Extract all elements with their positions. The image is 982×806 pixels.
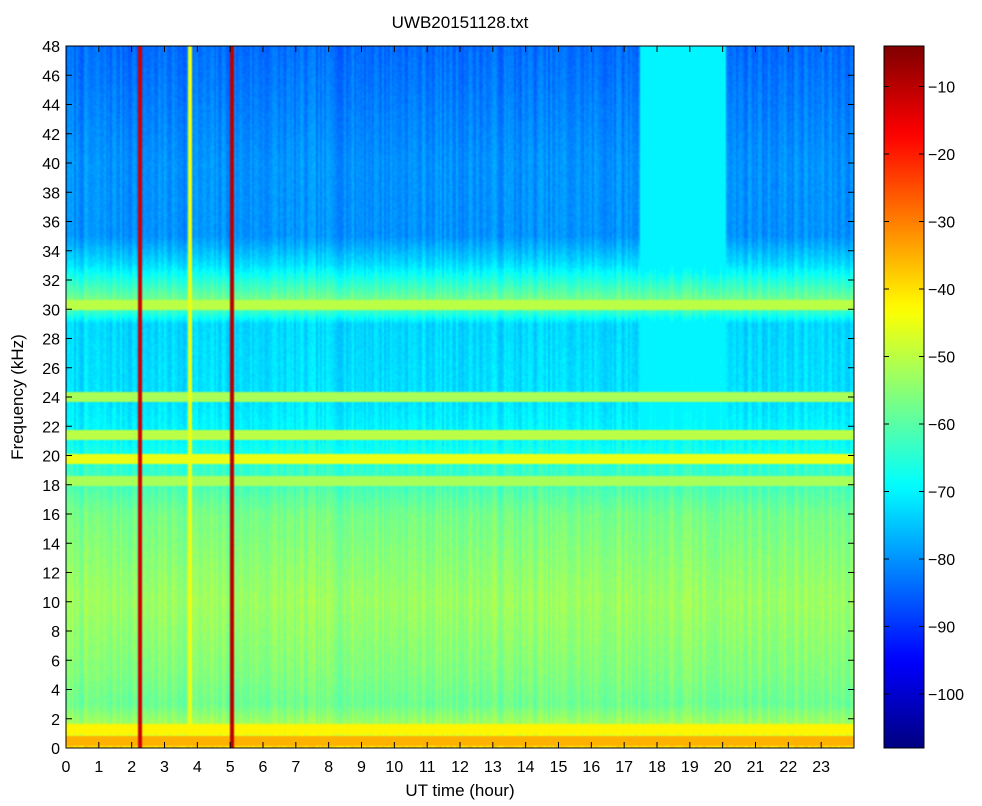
y-tick-label: 20 bbox=[42, 449, 60, 466]
colorbar-tick-label: −50 bbox=[928, 350, 955, 367]
y-tick-label: 40 bbox=[42, 156, 60, 173]
x-tick-label: 9 bbox=[357, 759, 366, 776]
colorbar-tick-label: −20 bbox=[928, 147, 955, 164]
x-tick-label: 6 bbox=[259, 759, 268, 776]
x-tick-label: 2 bbox=[127, 759, 136, 776]
y-tick-label: 36 bbox=[42, 215, 60, 232]
y-tick-label: 16 bbox=[42, 507, 60, 524]
y-tick-label: 34 bbox=[42, 244, 60, 261]
y-tick-label: 0 bbox=[51, 741, 60, 758]
x-tick-label: 21 bbox=[747, 759, 765, 776]
y-tick-label: 32 bbox=[42, 273, 60, 290]
colorbar-tick-label: −90 bbox=[928, 620, 955, 637]
colorbar: −10 −20 −30 −40 −50 −60 −70 −80 −90 −100 bbox=[883, 45, 964, 749]
x-tick-label: 22 bbox=[779, 759, 797, 776]
y-tick-label: 12 bbox=[42, 566, 60, 583]
y-tick-label: 46 bbox=[42, 68, 60, 85]
spectrogram-image bbox=[66, 46, 854, 748]
x-tick-label: 19 bbox=[681, 759, 699, 776]
x-tick-label: 18 bbox=[648, 759, 666, 776]
colorbar-image bbox=[884, 46, 924, 748]
x-tick-label: 15 bbox=[550, 759, 568, 776]
colorbar-tick-label: −70 bbox=[928, 485, 955, 502]
x-tick-label: 11 bbox=[419, 759, 436, 776]
y-tick-label: 4 bbox=[51, 683, 60, 700]
y-tick-label: 44 bbox=[42, 98, 60, 115]
colorbar-ticks: −10 −20 −30 −40 −50 −60 −70 −80 −90 −100 bbox=[884, 80, 964, 704]
y-tick-label: 10 bbox=[42, 595, 60, 612]
x-axis-label: UT time (hour) bbox=[405, 781, 514, 800]
colorbar-tick-label: −80 bbox=[928, 552, 955, 569]
colorbar-tick-label: −40 bbox=[928, 282, 955, 299]
x-tick-label: 16 bbox=[582, 759, 600, 776]
colorbar-tick-label: −10 bbox=[928, 80, 955, 97]
x-tick-label: 10 bbox=[385, 759, 403, 776]
colorbar-frame bbox=[883, 45, 925, 749]
x-tick-label: 5 bbox=[226, 759, 235, 776]
x-tick-label: 17 bbox=[615, 759, 633, 776]
y-tick-label: 2 bbox=[51, 712, 60, 729]
y-tick-label: 42 bbox=[42, 127, 60, 144]
y-axis: 0246810121416182022242628303234363840424… bbox=[42, 39, 854, 758]
y-tick-label: 24 bbox=[42, 390, 60, 407]
x-axis: 0 1 2 3 4 5 6 7 8 9 10 11 12 13 14 15 16 17 18 19 20 21 22 23 bbox=[62, 46, 830, 776]
x-tick-label: 8 bbox=[324, 759, 333, 776]
x-tick-label: 13 bbox=[484, 759, 502, 776]
y-tick-label: 26 bbox=[42, 361, 60, 378]
y-tick-label: 22 bbox=[42, 419, 60, 436]
plot-area bbox=[65, 45, 855, 749]
x-tick-label: 4 bbox=[193, 759, 202, 776]
x-tick-label: 3 bbox=[160, 759, 169, 776]
x-tick-label: 14 bbox=[517, 759, 535, 776]
colorbar-tick-label: −30 bbox=[928, 215, 955, 232]
x-tick-label: 12 bbox=[451, 759, 469, 776]
y-tick-label: 14 bbox=[42, 536, 60, 553]
y-tick-label: 30 bbox=[42, 302, 60, 319]
x-tick-label: 7 bbox=[291, 759, 300, 776]
y-axis-label: Frequency (kHz) bbox=[8, 334, 27, 460]
y-tick-label: 38 bbox=[42, 185, 60, 202]
x-tick-label: 0 bbox=[62, 759, 71, 776]
y-tick-label: 48 bbox=[42, 39, 60, 56]
y-tick-label: 8 bbox=[51, 624, 60, 641]
x-tick-label: 23 bbox=[812, 759, 830, 776]
colorbar-tick-label: −60 bbox=[928, 417, 955, 434]
y-tick-label: 28 bbox=[42, 332, 60, 349]
x-tick-label: 20 bbox=[714, 759, 732, 776]
y-tick-label: 6 bbox=[51, 653, 60, 670]
colorbar-tick-label: −100 bbox=[928, 687, 964, 704]
x-tick-label: 1 bbox=[94, 759, 103, 776]
chart-title: UWB20151128.txt bbox=[392, 13, 529, 32]
y-tick-label: 18 bbox=[42, 478, 60, 495]
